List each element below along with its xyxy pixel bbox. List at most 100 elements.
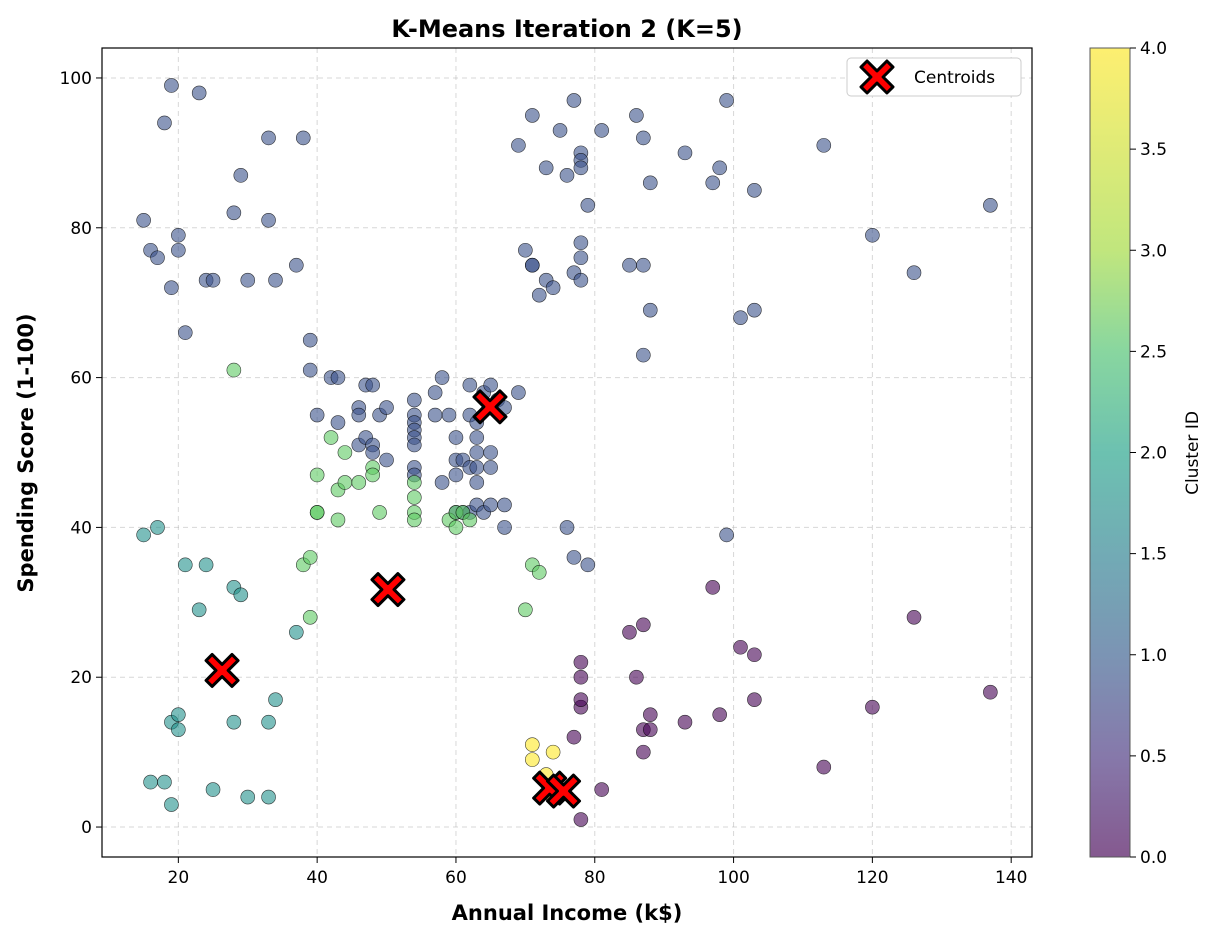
data-point-cluster-0 xyxy=(573,669,589,685)
data-point-cluster-0 xyxy=(865,699,880,715)
data-point-cluster-3 xyxy=(407,475,422,490)
data-point-cluster-2 xyxy=(233,587,249,603)
data-point-cluster-1 xyxy=(150,250,165,266)
data-point-cluster-1 xyxy=(518,242,533,258)
data-point-cluster-2 xyxy=(205,782,221,797)
data-point-cluster-1 xyxy=(719,527,734,543)
data-point-cluster-1 xyxy=(261,130,276,146)
data-point-cluster-0 xyxy=(705,580,721,595)
plot-background xyxy=(102,48,1032,857)
data-point-cluster-1 xyxy=(816,138,832,153)
data-point-cluster-1 xyxy=(719,93,734,108)
data-point-cluster-0 xyxy=(636,744,651,760)
data-point-cluster-3 xyxy=(365,467,380,483)
data-point-cluster-3 xyxy=(337,475,353,490)
data-point-cluster-1 xyxy=(538,160,554,176)
legend-centroid-marker xyxy=(859,59,895,95)
data-point-cluster-1 xyxy=(136,212,151,228)
y-tick-label: 40 xyxy=(70,518,92,538)
data-point-cluster-1 xyxy=(407,392,422,408)
data-point-cluster-3 xyxy=(372,505,387,520)
y-axis-label: Spending Score (1-100) xyxy=(14,313,38,592)
data-point-cluster-1 xyxy=(497,520,512,535)
data-point-cluster-1 xyxy=(545,280,561,296)
data-point-cluster-3 xyxy=(226,362,242,378)
data-point-cluster-1 xyxy=(573,160,589,176)
data-point-cluster-3 xyxy=(302,609,318,625)
data-point-cluster-2 xyxy=(171,707,186,722)
data-point-cluster-1 xyxy=(559,168,575,183)
x-tick-label: 120 xyxy=(856,868,888,888)
data-point-cluster-2 xyxy=(191,602,207,618)
data-point-cluster-1 xyxy=(226,205,242,221)
data-point-cluster-1 xyxy=(573,235,589,251)
data-point-cluster-1 xyxy=(705,175,721,191)
data-point-cluster-0 xyxy=(622,624,637,640)
data-point-cluster-1 xyxy=(580,198,596,213)
data-point-cluster-1 xyxy=(289,257,304,273)
data-point-cluster-4 xyxy=(524,737,540,752)
data-point-cluster-1 xyxy=(524,108,540,123)
y-tick-label: 0 xyxy=(81,818,92,838)
data-point-cluster-2 xyxy=(150,520,165,535)
data-point-cluster-1 xyxy=(483,377,498,393)
data-point-cluster-1 xyxy=(983,198,998,213)
legend: Centroids xyxy=(846,57,1022,97)
centroid-markers xyxy=(204,389,582,809)
data-point-cluster-1 xyxy=(365,445,380,460)
data-point-cluster-1 xyxy=(302,362,318,378)
centroid-marker xyxy=(370,572,406,608)
data-point-cluster-0 xyxy=(573,812,589,827)
y-tick-label: 60 xyxy=(70,369,92,389)
data-point-cluster-4 xyxy=(524,752,540,767)
data-point-cluster-1 xyxy=(636,257,651,273)
y-tick-label: 100 xyxy=(60,69,92,89)
data-point-cluster-1 xyxy=(629,108,644,123)
x-tick-label: 80 xyxy=(584,868,606,888)
data-point-cluster-0 xyxy=(573,654,589,670)
colorbar-tick-label: 0.0 xyxy=(1140,848,1167,868)
data-point-cluster-1 xyxy=(642,302,658,318)
data-point-cluster-1 xyxy=(636,347,651,363)
data-point-cluster-4 xyxy=(545,744,561,760)
colorbar-tick-label: 2.0 xyxy=(1140,444,1167,464)
data-point-cluster-3 xyxy=(323,430,339,445)
data-point-cluster-0 xyxy=(712,707,727,722)
data-point-cluster-3 xyxy=(309,505,325,520)
colorbar-label: Cluster ID xyxy=(1183,411,1203,495)
colorbar: 0.0 0.5 1.0 1.5 2.0 2.5 3.0 3.5 4.0 Cluster ID xyxy=(1089,39,1203,868)
data-point-cluster-3 xyxy=(309,467,325,483)
data-point-cluster-1 xyxy=(511,138,526,153)
data-point-cluster-1 xyxy=(379,452,394,468)
data-point-cluster-1 xyxy=(351,407,367,423)
data-point-cluster-1 xyxy=(448,467,464,483)
plot-frame xyxy=(101,47,1033,858)
data-point-cluster-1 xyxy=(309,407,325,423)
x-tick-label: 40 xyxy=(306,868,328,888)
colorbar-tick-label: 3.0 xyxy=(1140,241,1167,261)
centroid-marker xyxy=(546,773,582,809)
data-point-cluster-1 xyxy=(191,85,207,101)
data-point-cluster-1 xyxy=(573,250,589,266)
data-point-cluster-1 xyxy=(302,332,318,348)
data-point-cluster-0 xyxy=(629,669,644,685)
data-point-cluster-1 xyxy=(712,160,727,176)
data-point-cluster-0 xyxy=(642,707,658,722)
data-point-cluster-2 xyxy=(164,797,179,812)
data-point-cluster-1 xyxy=(511,385,526,400)
data-point-cluster-3 xyxy=(531,565,547,580)
centroid-marker xyxy=(472,389,508,425)
data-point-cluster-0 xyxy=(747,647,762,663)
data-point-cluster-1 xyxy=(441,407,457,423)
data-point-cluster-1 xyxy=(164,280,179,296)
data-point-cluster-1 xyxy=(622,257,637,273)
centroid-marker xyxy=(204,652,240,688)
x-tick-label: 100 xyxy=(717,868,749,888)
y-axis-ticks: 0 20 40 60 80 100 xyxy=(60,69,102,838)
data-point-cluster-0 xyxy=(816,759,832,775)
data-point-cluster-1 xyxy=(171,227,186,243)
data-point-cluster-3 xyxy=(302,550,318,565)
data-point-cluster-1 xyxy=(261,212,276,228)
data-point-cluster-1 xyxy=(524,257,540,273)
